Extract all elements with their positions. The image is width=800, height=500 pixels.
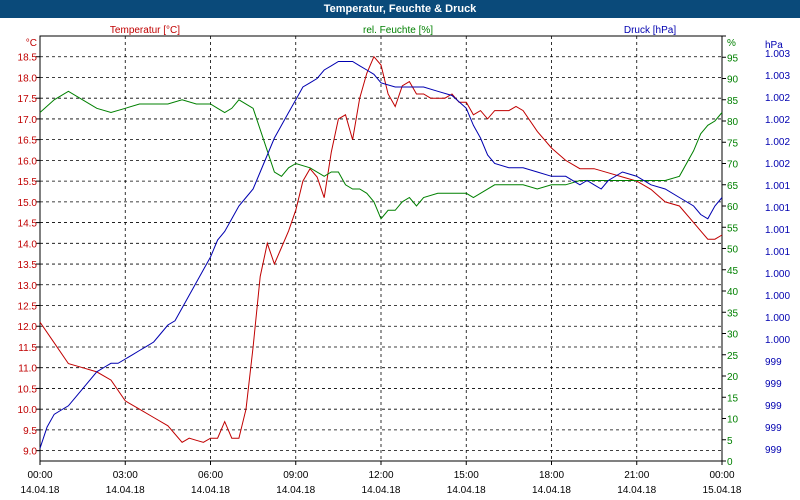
pressure-tick-label: 1.002 [765, 137, 790, 148]
temp-tick-label: 16.5 [18, 136, 38, 147]
x-tick-label: 00:00 [27, 470, 52, 481]
temp-tick-label: 17.0 [18, 115, 38, 126]
x-date-label: 14.04.18 [447, 485, 486, 496]
humidity-tick-label: 0 [727, 457, 733, 468]
x-date-label: 14.04.18 [21, 485, 60, 496]
x-tick-label: 06:00 [198, 470, 223, 481]
pressure-tick-label: 1.003 [765, 49, 790, 60]
temp-tick-label: 13.5 [18, 260, 38, 271]
temp-tick-label: 9.0 [23, 447, 37, 458]
x-tick-label: 09:00 [283, 470, 308, 481]
humidity-tick-label: 5 [727, 436, 733, 447]
pressure-tick-label: 999 [765, 379, 782, 390]
x-tick-label: 15:00 [454, 470, 479, 481]
pressure-tick-label: 999 [765, 357, 782, 368]
x-tick-label: 12:00 [368, 470, 393, 481]
temp-tick-label: 14.5 [18, 219, 38, 230]
humidity-tick-label: 95 [727, 53, 739, 64]
x-date-label: 14.04.18 [362, 485, 401, 496]
temp-tick-label: 11.0 [18, 364, 37, 375]
temp-tick-label: 10.0 [18, 405, 38, 416]
humidity-tick-label: 85 [727, 96, 739, 107]
humidity-tick-label: % [727, 38, 736, 49]
temp-tick-label: 10.5 [18, 384, 38, 395]
humidity-tick-label: 10 [727, 415, 739, 426]
temp-tick-label: 17.5 [18, 94, 38, 105]
temp-tick-label: 9.5 [23, 426, 37, 437]
temp-tick-label: 18.5 [18, 53, 38, 64]
pressure-tick-label: 1.000 [765, 291, 790, 302]
temp-tick-label: 12.0 [18, 322, 38, 333]
x-date-label: 15.04.18 [703, 485, 742, 496]
humidity-axis-title: rel. Feuchte [%] [363, 25, 433, 36]
temp-tick-label: 13.0 [18, 281, 38, 292]
humidity-tick-label: 30 [727, 330, 739, 341]
pressure-tick-label: 1.001 [765, 181, 790, 192]
x-date-label: 14.04.18 [617, 485, 656, 496]
series-line-pressure [39, 61, 723, 449]
pressure-tick-label: 1.001 [765, 203, 790, 214]
x-date-label: 14.04.18 [106, 485, 145, 496]
pressure-axis-title: Druck [hPa] [624, 25, 676, 36]
pressure-unit-label: hPa [765, 40, 783, 51]
x-date-label: 14.04.18 [191, 485, 230, 496]
pressure-tick-label: 1.000 [765, 269, 790, 280]
pressure-tick-label: 1.000 [765, 335, 790, 346]
humidity-tick-label: 60 [727, 202, 739, 213]
humidity-tick-label: 40 [727, 287, 739, 298]
temp-tick-label: 16.0 [18, 156, 38, 167]
humidity-tick-label: 65 [727, 181, 739, 192]
pressure-tick-label: 1.002 [765, 93, 790, 104]
humidity-tick-label: 35 [727, 308, 739, 319]
humidity-tick-label: 80 [727, 117, 739, 128]
pressure-tick-label: 1.002 [765, 159, 790, 170]
temp-unit-label: °C [26, 38, 37, 49]
temp-tick-label: 12.5 [18, 302, 38, 313]
x-date-label: 14.04.18 [276, 485, 315, 496]
pressure-tick-label: 999 [765, 401, 782, 412]
humidity-tick-label: 15 [727, 393, 739, 404]
humidity-tick-label: 45 [727, 266, 739, 277]
pressure-tick-label: 999 [765, 423, 782, 434]
humidity-tick-label: 75 [727, 138, 739, 149]
pressure-tick-label: 1.003 [765, 71, 790, 82]
pressure-tick-label: 1.002 [765, 115, 790, 126]
temp-tick-label: 18.0 [18, 73, 38, 84]
humidity-tick-label: 90 [727, 75, 739, 86]
temp-axis-title: Temperatur [°C] [110, 25, 180, 36]
humidity-tick-label: 50 [727, 245, 739, 256]
x-tick-label: 21:00 [624, 470, 649, 481]
humidity-tick-label: 25 [727, 351, 739, 362]
pressure-tick-label: 999 [765, 445, 782, 456]
humidity-tick-label: 70 [727, 160, 739, 171]
pressure-tick-label: 1.001 [765, 247, 790, 258]
temp-tick-label: 11.5 [18, 343, 37, 354]
series-line-temp [39, 55, 723, 443]
temp-tick-label: 15.0 [18, 198, 38, 209]
humidity-tick-label: 55 [727, 223, 739, 234]
x-tick-label: 00:00 [709, 470, 734, 481]
x-date-label: 14.04.18 [532, 485, 571, 496]
temp-tick-label: 15.5 [18, 177, 38, 188]
x-tick-label: 03:00 [113, 470, 138, 481]
pressure-tick-label: 1.000 [765, 313, 790, 324]
pressure-tick-label: 1.001 [765, 225, 790, 236]
x-tick-label: 18:00 [539, 470, 564, 481]
temp-tick-label: 14.0 [18, 239, 38, 250]
series-line-humidity [39, 90, 723, 220]
chart-title: Temperatur, Feuchte & Druck [0, 0, 800, 18]
humidity-tick-label: 20 [727, 372, 739, 383]
